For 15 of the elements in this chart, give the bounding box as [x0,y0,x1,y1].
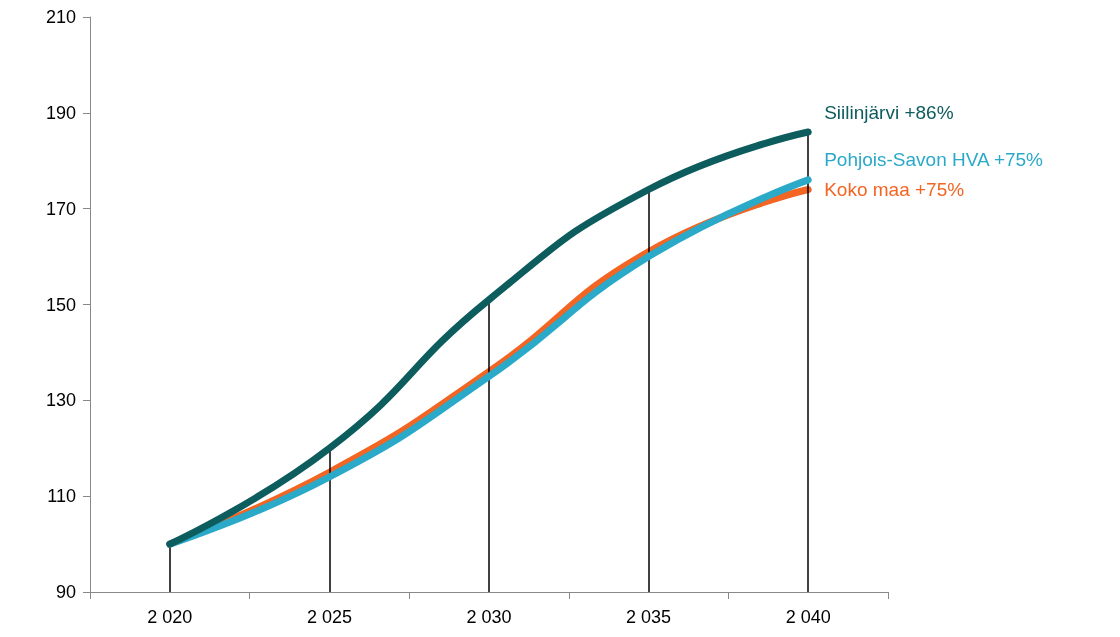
y-tick-label: 150 [45,294,76,315]
series-label: Pohjois-Savon HVA +75% [824,149,1044,171]
x-tick-label: 2 035 [626,607,672,627]
x-tick-label: 2 040 [785,607,831,627]
y-tick-label: 130 [45,390,76,411]
y-tick-label: 210 [45,7,76,27]
y-tick-label: 90 [55,582,76,602]
series-label: Koko maa +75% [824,179,965,200]
y-tick-label: 170 [45,198,76,219]
series-label: Siilinjärvi +86% [824,101,954,123]
x-tick-label: 2 025 [306,607,352,627]
x-tick-label: 2 030 [466,607,512,627]
x-tick-label: 2 020 [147,607,193,627]
y-tick-label: 110 [47,486,76,507]
y-tick-label: 190 [45,102,76,123]
